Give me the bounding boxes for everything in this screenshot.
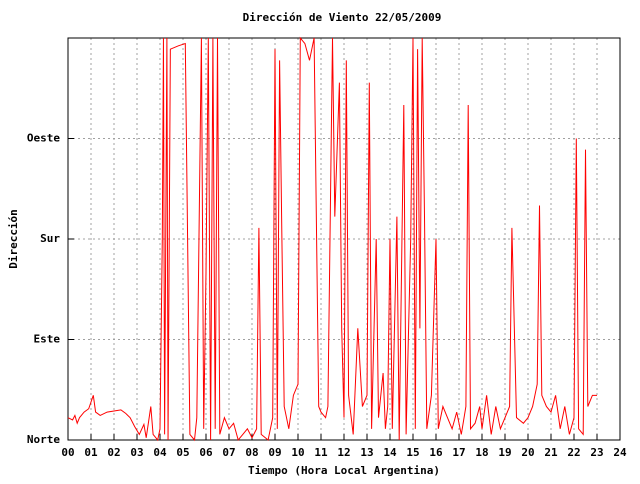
x-tick-label: 22 bbox=[567, 446, 580, 459]
x-tick-label: 15 bbox=[406, 446, 419, 459]
y-tick-label: Oeste bbox=[27, 132, 60, 145]
x-axis-label: Tiempo (Hora Local Argentina) bbox=[248, 464, 440, 477]
x-tick-label: 23 bbox=[590, 446, 603, 459]
x-tick-label: 01 bbox=[84, 446, 98, 459]
x-tick-label: 02 bbox=[107, 446, 120, 459]
x-tick-label: 05 bbox=[176, 446, 189, 459]
x-tick-label: 03 bbox=[130, 446, 143, 459]
data-line bbox=[67, 36, 597, 442]
x-tick-label: 08 bbox=[245, 446, 258, 459]
x-tick-label: 20 bbox=[521, 446, 534, 459]
x-tick-label: 00 bbox=[61, 446, 74, 459]
chart-title: Dirección de Viento 22/05/2009 bbox=[243, 11, 442, 24]
x-tick-label: 13 bbox=[360, 446, 373, 459]
x-tick-label: 04 bbox=[153, 446, 167, 459]
x-tick-label: 07 bbox=[222, 446, 235, 459]
x-tick-label: 18 bbox=[475, 446, 488, 459]
x-tick-label: 19 bbox=[498, 446, 511, 459]
x-tick-label: 17 bbox=[452, 446, 465, 459]
x-tick-label: 11 bbox=[314, 446, 328, 459]
x-tick-label: 21 bbox=[544, 446, 558, 459]
plot-frame bbox=[67, 37, 621, 441]
x-tick-label: 06 bbox=[199, 446, 213, 459]
x-tick-label: 10 bbox=[291, 446, 304, 459]
x-tick-label: 14 bbox=[383, 446, 397, 459]
x-tick-label: 16 bbox=[429, 446, 443, 459]
y-tick-label: Este bbox=[34, 333, 61, 346]
x-tick-label: 09 bbox=[268, 446, 281, 459]
x-tick-label: 24 bbox=[613, 446, 627, 459]
y-axis-label: Dirección bbox=[7, 209, 20, 269]
y-tick-label: Norte bbox=[27, 433, 60, 446]
y-tick-label: Sur bbox=[40, 232, 60, 245]
x-tick-label: 12 bbox=[337, 446, 350, 459]
